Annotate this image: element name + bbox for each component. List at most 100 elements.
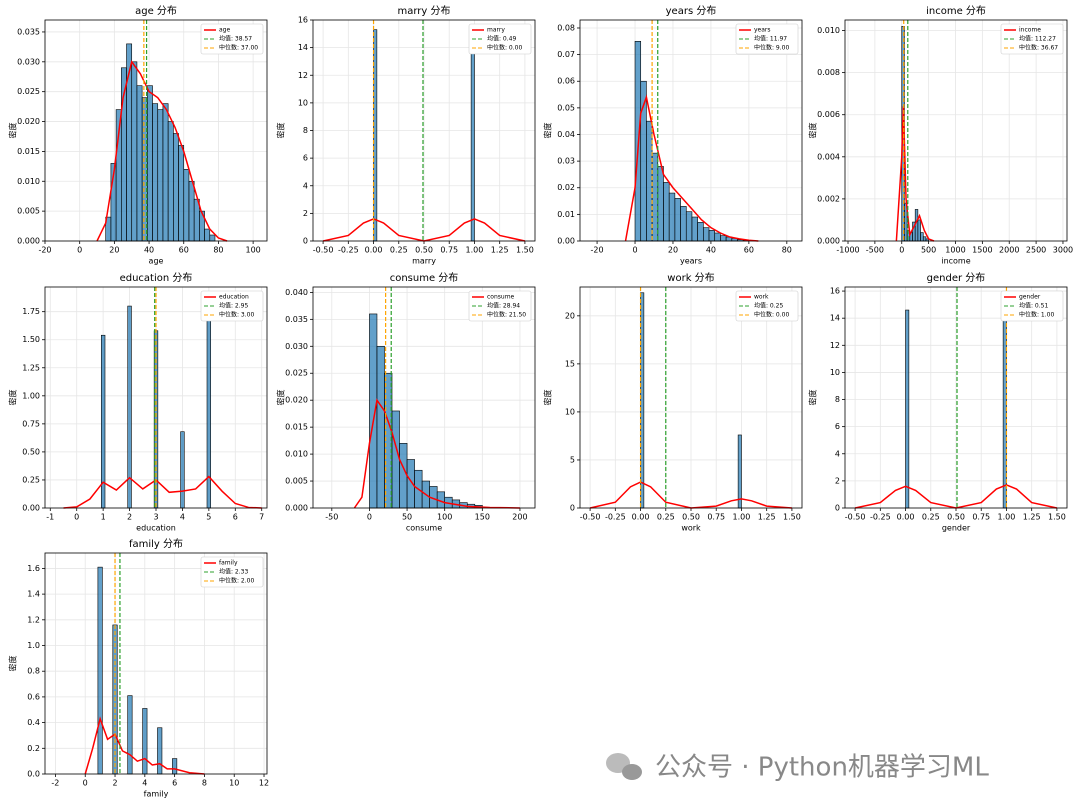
y-tick-label: 5 xyxy=(570,455,575,464)
bar xyxy=(183,169,190,242)
bar xyxy=(720,235,727,242)
bar xyxy=(173,133,179,242)
kde-line xyxy=(624,94,759,242)
legend-box xyxy=(735,290,799,322)
bar xyxy=(131,61,138,242)
legend-label: 均值: 0.49 xyxy=(487,35,516,43)
y-tick-label: 1.75 xyxy=(22,307,40,316)
y-tick-label: 0.030 xyxy=(17,57,40,66)
x-tick-label: 0.00 xyxy=(632,513,650,522)
bar xyxy=(651,152,659,242)
y-tick-label: 0.01 xyxy=(557,210,575,219)
y-tick-label: 0.4 xyxy=(27,718,40,727)
bar xyxy=(157,109,164,242)
legend-box xyxy=(1000,23,1064,55)
axes-frame xyxy=(579,286,803,509)
bar xyxy=(708,230,716,242)
x-tick-label: -1000 xyxy=(836,246,859,255)
x-axis-label: education xyxy=(136,524,176,533)
y-tick-label: 0.015 xyxy=(285,423,308,432)
y-tick-label: 8 xyxy=(303,126,308,135)
x-axis-label: family xyxy=(144,790,169,799)
chart-title: work 分布 xyxy=(667,272,714,284)
x-tick-label: 0.25 xyxy=(657,513,675,522)
y-tick-label: 2 xyxy=(835,476,840,485)
chart-title: years 分布 xyxy=(666,5,717,17)
y-tick-label: 1.00 xyxy=(22,391,40,400)
chart-title: family 分布 xyxy=(129,538,183,550)
y-tick-label: 10 xyxy=(298,98,308,107)
bar xyxy=(714,232,721,242)
y-tick-label: 0.035 xyxy=(285,315,308,324)
y-tick-label: 20 xyxy=(565,311,575,320)
x-axis-label: consume xyxy=(406,524,442,533)
x-axis-label: gender xyxy=(942,524,971,533)
x-tick-label: 5 xyxy=(206,513,211,522)
plot-area xyxy=(580,20,802,241)
x-tick-label: 50 xyxy=(402,513,412,522)
y-tick-label: 0.06 xyxy=(557,77,575,86)
y-tick-label: 1.25 xyxy=(22,363,40,372)
plot-area xyxy=(313,287,535,508)
bar xyxy=(157,727,163,775)
x-tick-label: 20 xyxy=(668,246,678,255)
legend-box xyxy=(468,23,532,55)
y-tick-label: 10 xyxy=(565,407,575,416)
y-tick-label: 6 xyxy=(303,154,308,163)
bar xyxy=(178,145,185,242)
chart-title: consume 分布 xyxy=(390,272,459,284)
y-axis-label: 密度 xyxy=(8,123,18,139)
x-tick-label: 60 xyxy=(179,246,189,255)
bar xyxy=(917,219,921,242)
x-tick-label: 2500 xyxy=(1026,246,1046,255)
y-tick-label: 0.04 xyxy=(557,130,575,139)
subplot: -0.50 -0.25 0.00 0.25 0.50 0.75 1.00 1.25 1.50 0 5… xyxy=(543,272,803,533)
y-tick-label: 0.00 xyxy=(22,504,40,513)
y-tick-label: 0.8 xyxy=(27,667,40,676)
x-axis-label: work xyxy=(681,524,701,533)
y-tick-label: 6 xyxy=(835,422,840,431)
y-axis-label: 密度 xyxy=(808,390,818,406)
x-tick-label: -20 xyxy=(38,246,51,255)
chart-title: education 分布 xyxy=(120,272,193,284)
bar xyxy=(167,121,174,242)
legend-label: income xyxy=(1019,27,1041,34)
legend-box xyxy=(735,23,799,55)
bar xyxy=(162,103,169,242)
bar xyxy=(136,85,143,242)
x-tick-label: 0 xyxy=(77,246,82,255)
y-tick-label: 0.025 xyxy=(285,369,308,378)
bar xyxy=(685,211,693,242)
y-tick-label: 0 xyxy=(570,504,575,513)
subplot: -50 0 50 100 150 200 0.000 0.005 0.010 0.015 0.020… xyxy=(276,272,536,533)
x-tick-label: 1.50 xyxy=(783,513,801,522)
subplot: -0.50 -0.25 0.00 0.25 0.50 0.75 1.00 1.25 1.50 0 2… xyxy=(276,5,536,266)
axes-frame xyxy=(844,286,1068,509)
y-tick-label: 4 xyxy=(303,181,308,190)
x-tick-label: -2 xyxy=(51,779,59,788)
bar xyxy=(376,345,385,509)
kde-line xyxy=(84,716,205,775)
y-tick-label: 0.0 xyxy=(27,770,40,779)
legend-label: 中位数: 37.00 xyxy=(219,44,258,52)
y-tick-label: 1.50 xyxy=(22,335,40,344)
x-tick-label: 0 xyxy=(83,779,88,788)
x-tick-label: 0.50 xyxy=(682,513,700,522)
x-tick-label: 6 xyxy=(172,779,177,788)
kde-line xyxy=(63,475,262,509)
bar xyxy=(209,234,216,242)
x-tick-label: 1.50 xyxy=(1048,513,1066,522)
x-tick-label: 500 xyxy=(921,246,936,255)
y-tick-label: 1.0 xyxy=(27,641,40,650)
x-tick-label: 0.25 xyxy=(922,513,940,522)
x-tick-label: 0.75 xyxy=(440,246,458,255)
y-tick-label: 0.2 xyxy=(27,744,40,753)
bar xyxy=(193,198,200,242)
legend-label: 中位数: 1.00 xyxy=(1019,311,1054,319)
